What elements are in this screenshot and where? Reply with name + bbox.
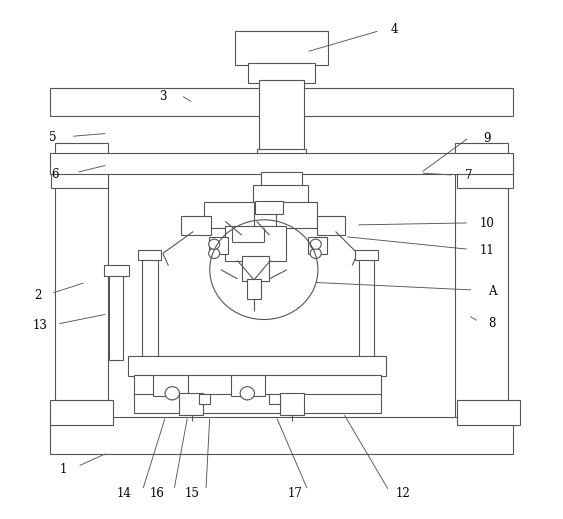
Bar — [199, 394, 210, 404]
Text: 2: 2 — [34, 289, 41, 302]
Text: 17: 17 — [288, 487, 303, 500]
Bar — [280, 393, 303, 415]
Bar — [269, 394, 280, 404]
Text: 5: 5 — [49, 131, 56, 144]
Bar — [359, 257, 374, 364]
Bar — [180, 393, 203, 415]
Text: 10: 10 — [480, 217, 495, 230]
Bar — [128, 356, 386, 376]
Text: 12: 12 — [396, 487, 410, 500]
Bar — [455, 143, 508, 417]
Bar — [457, 400, 520, 425]
Bar — [255, 201, 283, 214]
Bar — [235, 31, 328, 65]
Circle shape — [165, 387, 180, 400]
Bar — [133, 375, 381, 396]
Bar — [248, 63, 315, 83]
Bar — [204, 201, 254, 228]
Circle shape — [310, 239, 321, 249]
Text: 6: 6 — [52, 168, 59, 181]
Bar — [109, 270, 123, 360]
Bar — [51, 154, 108, 188]
Bar — [253, 185, 308, 204]
Bar — [181, 216, 212, 235]
Text: 4: 4 — [391, 23, 399, 36]
Bar — [225, 226, 286, 261]
Bar — [308, 237, 327, 254]
Text: 13: 13 — [33, 319, 47, 332]
Text: 9: 9 — [484, 132, 491, 145]
Bar — [50, 400, 113, 425]
Text: 16: 16 — [150, 487, 165, 500]
Bar — [257, 148, 306, 159]
Circle shape — [209, 248, 220, 258]
Text: 3: 3 — [159, 90, 167, 103]
Bar — [55, 143, 108, 417]
Bar — [50, 88, 513, 116]
Bar — [355, 250, 378, 260]
Bar — [138, 250, 161, 260]
Bar — [457, 154, 513, 188]
Bar — [154, 375, 187, 396]
Circle shape — [310, 248, 321, 258]
Bar — [231, 375, 265, 396]
Bar — [142, 257, 158, 364]
Bar — [209, 237, 228, 254]
Text: 8: 8 — [489, 317, 496, 330]
Bar — [261, 171, 302, 189]
Bar — [260, 80, 303, 153]
Text: 11: 11 — [480, 244, 495, 257]
Bar — [50, 153, 513, 174]
Text: A: A — [488, 285, 497, 298]
Bar — [247, 279, 261, 299]
Bar — [50, 417, 513, 454]
Bar — [133, 394, 381, 413]
Text: 1: 1 — [60, 462, 67, 475]
Bar — [276, 201, 318, 228]
Circle shape — [240, 387, 254, 400]
Text: 14: 14 — [117, 487, 132, 500]
Bar — [318, 216, 345, 235]
Bar — [242, 256, 269, 281]
Circle shape — [209, 239, 220, 249]
Bar — [104, 265, 129, 276]
Text: 7: 7 — [466, 169, 473, 182]
Text: 15: 15 — [185, 487, 199, 500]
